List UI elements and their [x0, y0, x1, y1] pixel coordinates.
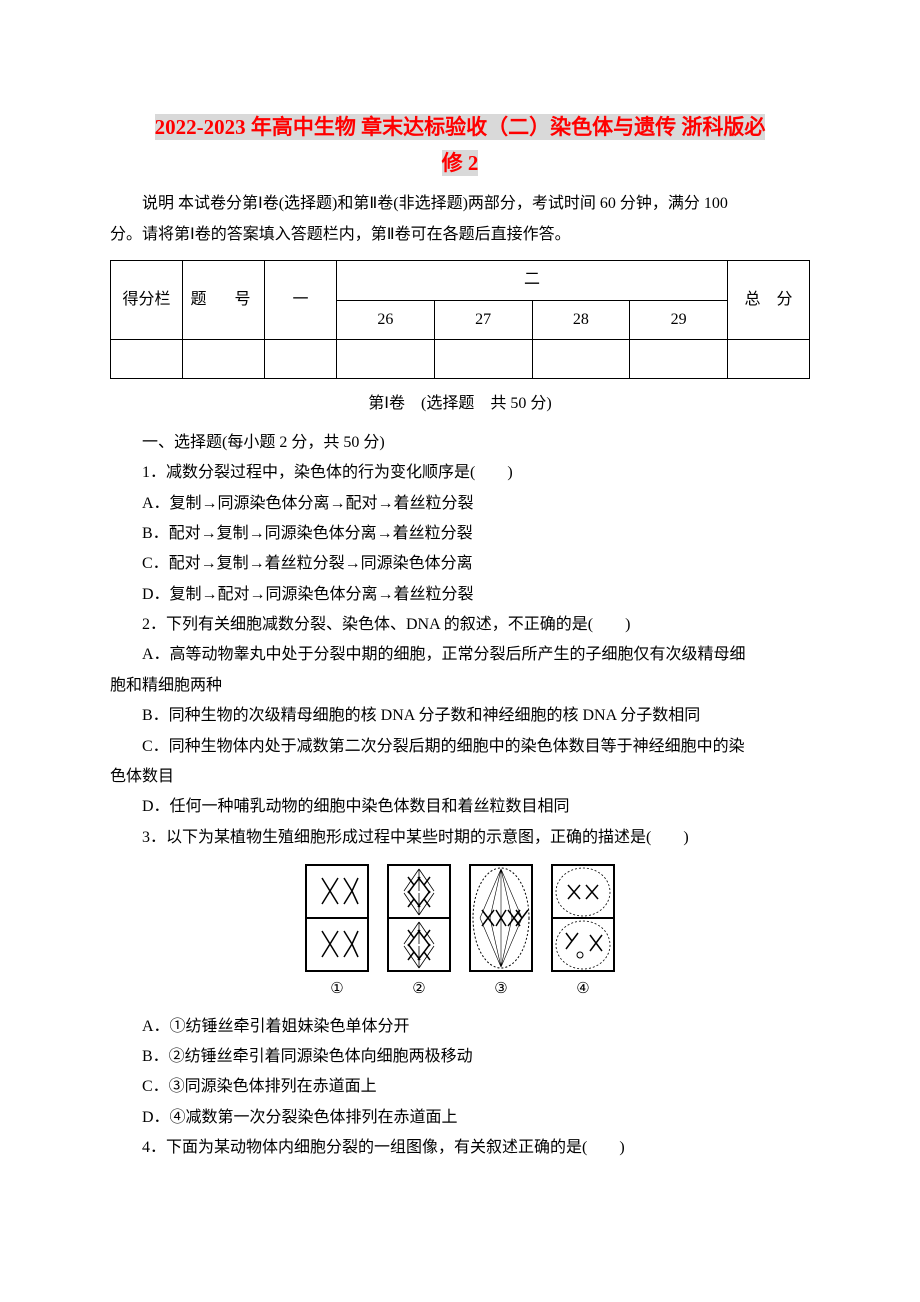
subcol-28: 28 [532, 300, 630, 339]
part1-label: 第Ⅰ卷 (选择题 共 50 分) [110, 389, 810, 419]
blank-cell [183, 339, 265, 378]
intro-paragraph: 说明 本试卷分第Ⅰ卷(选择题)和第Ⅱ卷(非选择题)两部分，考试时间 60 分钟，… [110, 189, 810, 250]
q1-stem: 1．减数分裂过程中，染色体的行为变化顺序是( ) [110, 458, 810, 488]
subcol-29: 29 [630, 300, 728, 339]
blank-cell [630, 339, 728, 378]
intro-line1: 说明 本试卷分第Ⅰ卷(选择题)和第Ⅱ卷(非选择题)两部分，考试时间 60 分钟，… [142, 195, 728, 212]
q4-stem: 4．下面为某动物体内细胞分裂的一组图像，有关叙述正确的是( ) [110, 1133, 810, 1163]
subcol-26: 26 [337, 300, 435, 339]
q2-option-c-line1: C．同种生物体内处于减数第二次分裂后期的细胞中的染色体数目等于神经细胞中的染 [110, 732, 810, 762]
blank-cell [337, 339, 435, 378]
q2-option-a-line1: A．高等动物睾丸中处于分裂中期的细胞，正常分裂后所产生的子细胞仅有次级精母细 [110, 640, 810, 670]
q1-option-b: B．配对→复制→同源染色体分离→着丝粒分裂 [110, 519, 810, 549]
table-row: 得分栏 题 号 一 二 总 分 [111, 261, 810, 300]
q3-figure-2 [386, 863, 452, 973]
q3-caption-2: ② [386, 975, 452, 1004]
q2-option-d: D．任何一种哺乳动物的细胞中染色体数目和着丝粒数目相同 [110, 792, 810, 822]
intro-line2: 分。请将第Ⅰ卷的答案填入答题栏内，第Ⅱ卷可在各题后直接作答。 [110, 226, 571, 243]
q1-option-d: D．复制→配对→同源染色体分离→着丝粒分裂 [110, 580, 810, 610]
cell-diagram-icon [304, 863, 370, 973]
subcol-27: 27 [434, 300, 532, 339]
cell-diagram-icon [386, 863, 452, 973]
blank-cell [728, 339, 810, 378]
q3-option-a: A．①纺锤丝牵引着姐妹染色单体分开 [110, 1012, 810, 1042]
q2-option-a-line2: 胞和精细胞两种 [110, 671, 810, 701]
blank-cell [434, 339, 532, 378]
section-1-heading: 一、选择题(每小题 2 分，共 50 分) [110, 428, 810, 458]
col-one: 一 [265, 261, 337, 340]
cell-diagram-icon [550, 863, 616, 973]
col-two: 二 [337, 261, 728, 300]
q3-figure-row [110, 863, 810, 973]
title-line-1: 2022-2023 年高中生物 章末达标验收（二）染色体与遗传 浙科版必 [155, 114, 766, 140]
q3-caption-row: ① ② ③ ④ [110, 975, 810, 1004]
q3-figure-4 [550, 863, 616, 973]
q1-option-a: A．复制→同源染色体分离→配对→着丝粒分裂 [110, 489, 810, 519]
q3-stem: 3．以下为某植物生殖细胞形成过程中某些时期的示意图，正确的描述是( ) [110, 823, 810, 853]
score-table: 得分栏 题 号 一 二 总 分 26 27 28 29 [110, 260, 810, 379]
title-line-2: 修 2 [442, 150, 479, 176]
col-total: 总 分 [728, 261, 810, 340]
q1-option-c: C．配对→复制→着丝粒分裂→同源染色体分离 [110, 549, 810, 579]
table-row-blank [111, 339, 810, 378]
q2-stem: 2．下列有关细胞减数分裂、染色体、DNA 的叙述，不正确的是( ) [110, 610, 810, 640]
cell-diagram-icon [468, 863, 534, 973]
q3-option-d: D．④减数第一次分裂染色体排列在赤道面上 [110, 1103, 810, 1133]
q3-option-b: B．②纺锤丝牵引着同源染色体向细胞两极移动 [110, 1042, 810, 1072]
q3-option-c: C．③同源染色体排列在赤道面上 [110, 1072, 810, 1102]
blank-cell [265, 339, 337, 378]
q3-caption-1: ① [304, 975, 370, 1004]
q2-option-c-line2: 色体数目 [110, 762, 810, 792]
qnum-header: 题 号 [183, 261, 265, 340]
q3-caption-4: ④ [550, 975, 616, 1004]
q3-figure-3 [468, 863, 534, 973]
q3-figure-1 [304, 863, 370, 973]
q2-option-b: B．同种生物的次级精母细胞的核 DNA 分子数和神经细胞的核 DNA 分子数相同 [110, 701, 810, 731]
q3-caption-3: ③ [468, 975, 534, 1004]
blank-cell [111, 339, 183, 378]
blank-cell [532, 339, 630, 378]
score-header: 得分栏 [111, 261, 183, 340]
